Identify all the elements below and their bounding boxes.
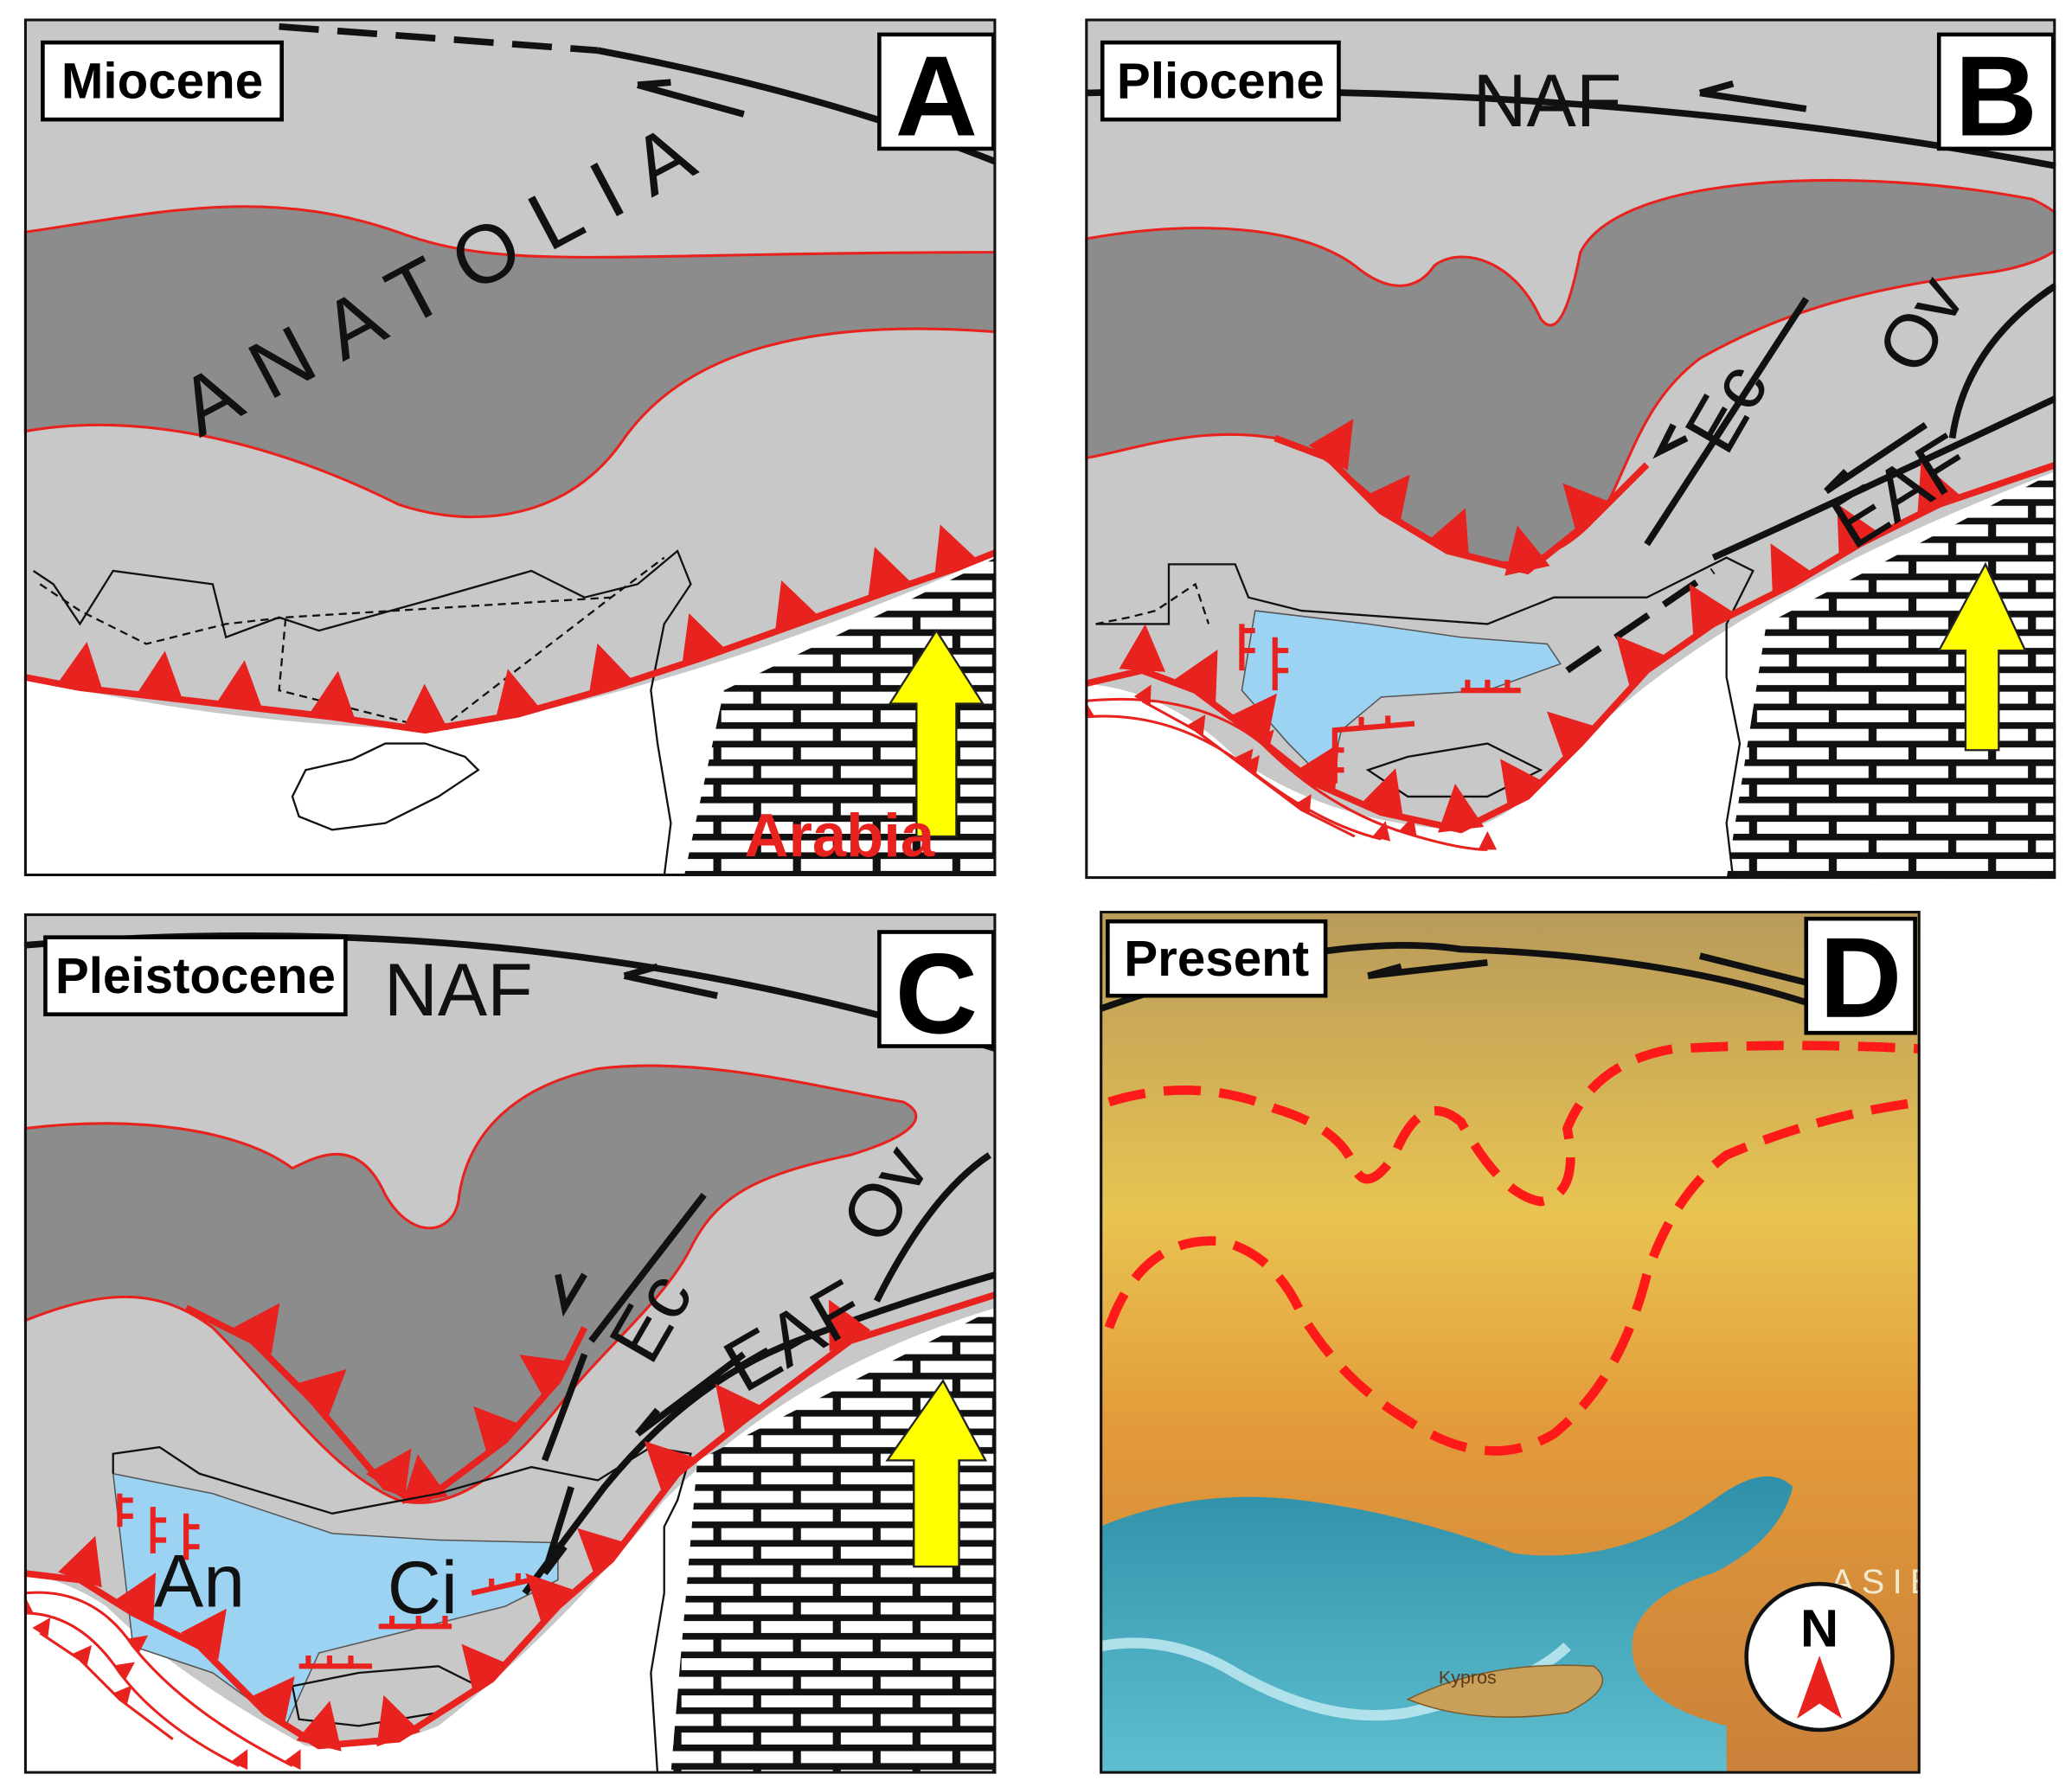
panel-c: Pleistocene C NAF Ec Ov EAF An Ci [23, 913, 997, 1774]
fault-label: NAF [1473, 60, 1622, 143]
panel-letter: A [895, 33, 978, 160]
panel-letter: C [895, 930, 978, 1057]
panel-d: Present D ASIE Kypros N [1100, 910, 1921, 1774]
map-label: Kypros [1439, 1667, 1497, 1688]
period-label: Pleistocene [55, 948, 336, 1004]
period-label: Miocene [61, 54, 263, 110]
plate-label: Arabia [744, 801, 934, 869]
basin-label: Ci [388, 1547, 458, 1630]
panel-a: Miocene A ANATOLIA Arabia [23, 18, 997, 877]
compass-label: N [1800, 1598, 1838, 1658]
period-label: Present [1124, 931, 1309, 987]
panel-letter: D [1819, 914, 1902, 1041]
period-label: Pliocene [1117, 54, 1325, 110]
basin-label: An [154, 1540, 245, 1623]
panel-b: Pliocene B NAF Ec Ov EAF [1085, 18, 2056, 880]
fault-label: NAF [384, 949, 533, 1032]
panel-letter: B [1955, 33, 2037, 160]
